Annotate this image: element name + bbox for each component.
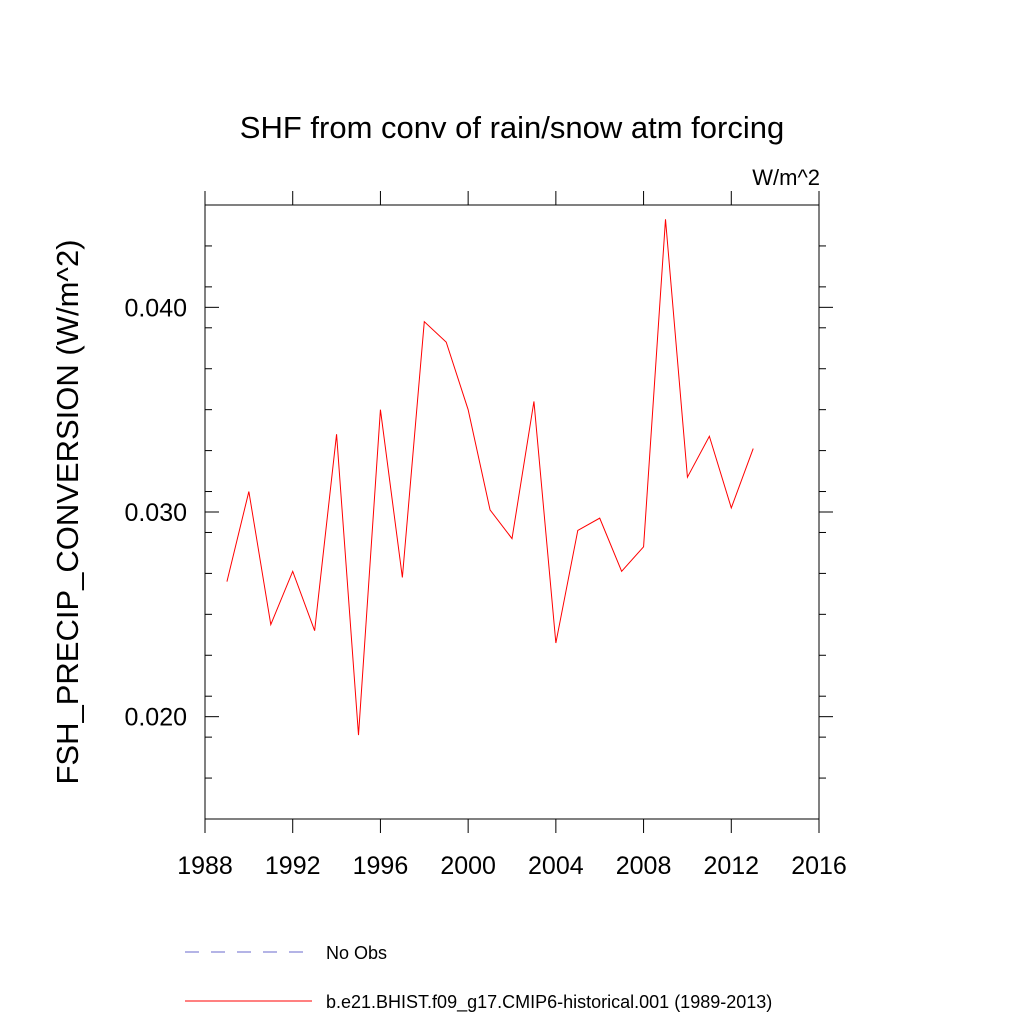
x-tick-label: 2008	[616, 852, 672, 880]
x-tick-label: 2004	[528, 852, 584, 880]
x-tick-label: 1988	[177, 852, 233, 880]
x-tick-label: 2016	[791, 852, 847, 880]
x-tick-label: 2012	[703, 852, 759, 880]
tick-labels: 1988 1992 1996 2000 2004 2008 2012 2016 0.020 0.0…	[124, 294, 846, 880]
x-tick-label: 2000	[440, 852, 496, 880]
series-line	[226, 219, 754, 736]
legend-label-model: b.e21.BHIST.f09_g17.CMIP6-historical.001…	[326, 992, 772, 1013]
y-tick-label: 0.020	[124, 704, 187, 732]
x-tick-label: 1996	[353, 852, 409, 880]
y-tick-label: 0.040	[124, 294, 187, 322]
y-axis-label: FSH_PRECIP_CONVERSION (W/m^2)	[50, 239, 85, 784]
units-label: W/m^2	[752, 165, 820, 190]
x-tick-label: 1992	[265, 852, 321, 880]
y-tick-label: 0.030	[124, 499, 187, 527]
legend-label-no-obs: No Obs	[326, 943, 387, 963]
chart-title: SHF from conv of rain/snow atm forcing	[240, 110, 784, 145]
series-group	[226, 219, 754, 736]
legend: No Obs b.e21.BHIST.f09_g17.CMIP6-histori…	[185, 943, 772, 1013]
plot-frame	[204, 204, 820, 820]
axis-ticks	[204, 191, 833, 833]
